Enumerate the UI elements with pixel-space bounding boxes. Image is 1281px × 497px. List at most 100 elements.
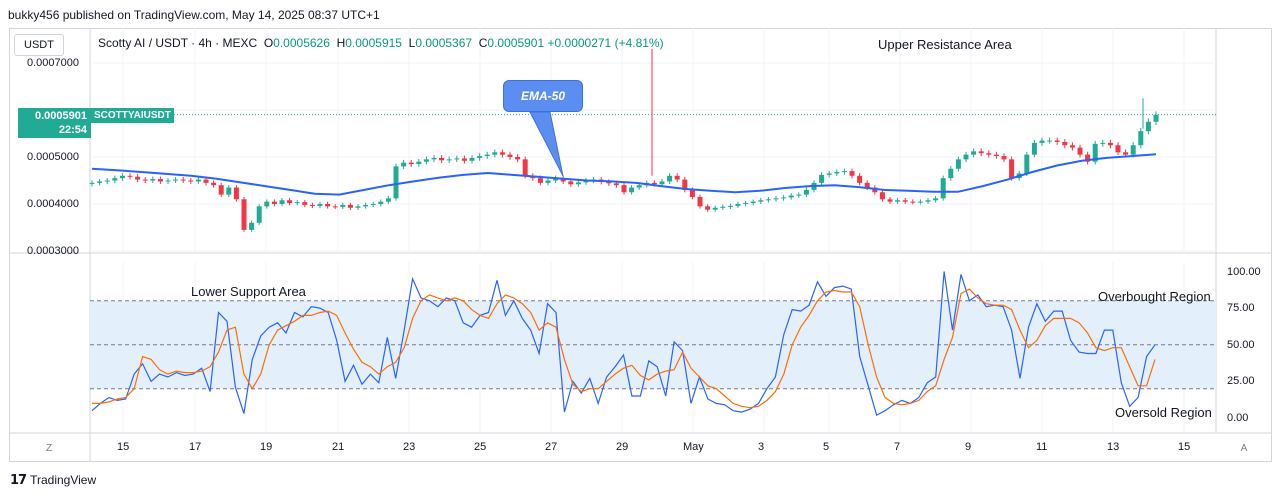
candle-body	[1115, 145, 1121, 153]
time-tick: 27	[545, 441, 558, 453]
candle-body	[1047, 140, 1053, 142]
high-label: H	[336, 36, 346, 50]
open-value: 0.0005626	[273, 36, 330, 50]
ohlc-legend: Scotty AI / USDT · 4h · MEXC O0.0005626 …	[98, 36, 664, 50]
candle-body	[173, 179, 179, 181]
candle-body	[553, 178, 559, 181]
candle-body	[112, 178, 118, 181]
candle-body	[583, 180, 589, 183]
currency-selector[interactable]: USDT	[14, 34, 64, 56]
time-tick: May	[683, 441, 704, 453]
ema-callout[interactable]: EMA-50	[503, 80, 583, 112]
candle-body	[902, 200, 908, 202]
candle-body	[408, 162, 414, 165]
time-tick: 17	[189, 441, 202, 453]
candle-body	[188, 180, 194, 182]
candle-body	[256, 206, 262, 223]
candle-body	[309, 204, 315, 206]
time-tick: 23	[403, 441, 416, 453]
candle-body	[545, 180, 551, 183]
candle-body	[636, 185, 642, 188]
candle-body	[127, 175, 133, 177]
candle-body	[697, 196, 703, 207]
candle-body	[416, 161, 422, 165]
candle-body	[765, 199, 771, 201]
candle-body	[887, 199, 893, 202]
candle-body	[150, 179, 156, 181]
candle-body	[826, 173, 832, 175]
candle-body	[803, 189, 809, 195]
price-tick: 0.0007000	[27, 57, 79, 69]
candle-body	[917, 201, 923, 203]
candle-body	[119, 175, 125, 179]
price-tick: 0.0005000	[27, 151, 79, 163]
candle-body	[423, 159, 429, 162]
bar-countdown: 22:54	[58, 124, 87, 136]
low-label: L	[408, 36, 416, 50]
candle-body	[393, 166, 399, 199]
time-tick: 13	[1107, 441, 1120, 453]
candle-body	[165, 180, 171, 182]
candle-body	[674, 175, 680, 180]
candle-body	[325, 204, 331, 207]
close-value: 0.0005901	[487, 36, 545, 50]
candle-body	[1001, 156, 1007, 160]
candle-body	[347, 204, 353, 208]
candle-body	[864, 182, 870, 188]
candle-body	[537, 178, 543, 183]
candle-body	[781, 197, 787, 199]
candle-body	[1009, 159, 1015, 179]
candle-body	[241, 199, 247, 230]
time-tick: 25	[474, 441, 487, 453]
tradingview-brand: 𝟭𝟳 TradingView	[10, 472, 96, 488]
candle-body	[279, 200, 285, 204]
symbol-tag: SCOTTYAIUSDT	[91, 108, 174, 123]
time-tick: 21	[332, 441, 345, 453]
candle-body	[1092, 143, 1098, 162]
osc-tick: 100.00	[1227, 266, 1261, 278]
candle-body	[659, 181, 665, 185]
time-tick: 15	[1178, 441, 1191, 453]
osc-tick: 25.00	[1227, 375, 1255, 387]
candle-body	[720, 206, 726, 208]
candle-body	[499, 152, 505, 155]
candle-body	[1123, 152, 1129, 155]
candle-body	[978, 151, 984, 154]
candle-body	[370, 204, 376, 205]
candle-body	[287, 200, 293, 204]
candle-body	[955, 159, 961, 169]
upper-resistance-label[interactable]: Upper Resistance Area	[878, 37, 1012, 52]
time-tick: 5	[823, 441, 830, 453]
candle-body	[302, 202, 308, 205]
candle-body	[629, 187, 635, 193]
zoom-button[interactable]: Z	[45, 443, 53, 454]
candle-body	[705, 206, 711, 210]
overbought-label[interactable]: Overbought Region	[1098, 289, 1211, 304]
osc-tick: 0.00	[1227, 412, 1249, 424]
oversold-label[interactable]: Oversold Region	[1115, 405, 1212, 420]
candle-body	[1107, 142, 1113, 146]
candle-body	[948, 168, 954, 179]
candle-body	[1062, 141, 1068, 146]
candle-body	[575, 182, 581, 185]
lower-support-label[interactable]: Lower Support Area	[191, 284, 306, 299]
candle-body	[157, 179, 163, 182]
open-label: O	[263, 36, 274, 50]
candle-body	[431, 157, 437, 160]
candle-body	[849, 171, 855, 176]
time-tick: 9	[965, 441, 972, 453]
candle-body	[879, 192, 885, 200]
candle-body	[469, 157, 475, 161]
legend-symbol[interactable]: Scotty AI / USDT · 4h · MEXC	[98, 36, 258, 50]
candle-body	[1069, 145, 1075, 148]
osc-tick: 50.00	[1227, 339, 1255, 351]
auto-scale-button[interactable]: A	[1240, 443, 1248, 454]
candle-body	[621, 185, 627, 193]
candle-body	[651, 182, 657, 185]
candle-body	[1039, 140, 1045, 143]
candle-body	[606, 181, 612, 184]
candle-body	[834, 172, 840, 174]
price-tick: 0.0004000	[27, 198, 79, 210]
chart-frame	[9, 28, 1272, 462]
